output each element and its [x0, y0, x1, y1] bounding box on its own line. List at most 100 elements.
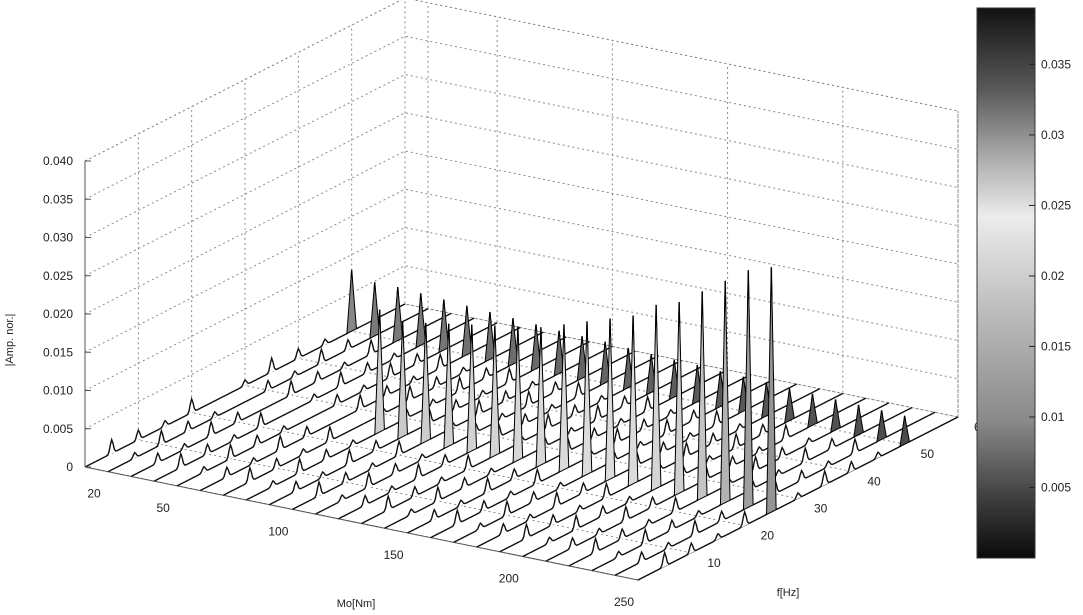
peak-mark	[830, 399, 841, 434]
x-tick-label: 150	[384, 548, 404, 562]
x-tick-label: 100	[268, 524, 288, 538]
x-tick-label: 20	[87, 487, 101, 501]
z-tick-label: 0.025	[43, 269, 73, 283]
spectrum-fill	[338, 324, 659, 519]
gridline-z	[84, 73, 959, 238]
colorbar-tick-label: 0.035	[1041, 57, 1071, 71]
y-axis-label: f[Hz]	[777, 587, 800, 599]
peak-mark	[742, 270, 754, 511]
peak-mark	[558, 324, 570, 473]
z-axis-label: |Amp. nor.|	[4, 314, 16, 367]
peak-mark	[346, 269, 357, 335]
gridline-z	[84, 265, 959, 430]
peak-mark	[627, 315, 639, 488]
spectrum-fill	[246, 309, 567, 500]
peak-mark	[876, 410, 887, 443]
peak-mark	[581, 321, 593, 478]
peak-mark	[535, 327, 547, 469]
peak-mark	[369, 282, 381, 340]
peak-mark	[392, 286, 404, 344]
peak-mark	[853, 404, 864, 439]
peak-mark	[415, 293, 427, 349]
spectrum-40	[153, 293, 475, 482]
peak-mark	[489, 325, 501, 459]
peak-mark	[461, 305, 473, 359]
z-tick-label: 0.030	[43, 231, 73, 245]
peak-mark	[512, 326, 524, 464]
spectrum-fill	[108, 282, 429, 472]
z-tick-label: 0.020	[43, 307, 73, 321]
y-tick-label: 20	[761, 529, 775, 543]
spectrum-220	[568, 291, 890, 567]
z-tick-label: 0.035	[43, 192, 73, 206]
y-tick-label: 30	[814, 502, 828, 516]
spectrum-line	[614, 270, 936, 576]
spectrum-50	[176, 299, 498, 487]
spectrum-60	[199, 305, 521, 492]
peak-mark	[807, 393, 818, 429]
y-tick-label: 50	[921, 447, 935, 461]
peak-mark	[484, 311, 496, 363]
chart-axes: 0 0.005 0.010 0.015 0.020 0.025 0.030 0.035 0.04…	[43, 154, 988, 609]
x-tick-label: 50	[156, 501, 170, 515]
peak-mark	[397, 321, 408, 441]
peak-mark	[696, 291, 708, 502]
peak-mark	[507, 318, 519, 368]
z-tick-label: 0	[66, 460, 73, 474]
colorbar-tick-label: 0.005	[1041, 480, 1071, 494]
gridline-x	[637, 111, 959, 581]
spectrum-fill	[614, 270, 935, 576]
y-tick-label: 10	[707, 556, 721, 570]
spectrum-fill	[200, 305, 521, 491]
colorbar-tick-label: 0.015	[1041, 339, 1071, 353]
spectrum-30	[130, 286, 452, 478]
chart-grid	[84, 0, 959, 581]
peak-mark	[673, 301, 685, 497]
top-edge	[84, 0, 959, 162]
peak-mark	[466, 324, 478, 455]
colorbar-tick-label: 0.01	[1041, 410, 1065, 424]
peak-mark	[576, 336, 588, 382]
x-tick-label: 200	[499, 571, 519, 585]
chart-plot-area	[84, 267, 959, 581]
colorbar-tick-label: 0.03	[1041, 128, 1065, 142]
x-axis-label: Mo[Nm]	[337, 598, 376, 610]
peak-mark	[374, 309, 385, 436]
peak-mark	[622, 347, 634, 391]
spectrum-110	[315, 323, 636, 515]
peak-mark	[599, 341, 611, 387]
gridline-z	[84, 112, 959, 277]
gridline-z	[84, 35, 959, 200]
peak-mark	[420, 322, 432, 445]
spectrum-250	[637, 267, 959, 581]
spectrum-240	[614, 270, 936, 576]
gridline-z	[84, 226, 959, 391]
z-tick-label: 0.040	[43, 154, 73, 168]
gridline-z	[84, 0, 959, 162]
spectrum-10	[84, 269, 406, 468]
gridline-z	[84, 188, 959, 353]
spectrum-fill	[407, 327, 728, 533]
peak-mark	[438, 299, 450, 354]
spectrum-20	[107, 282, 429, 473]
x-tick-label: 250	[614, 595, 634, 609]
peak-mark	[899, 415, 911, 448]
gridline-z	[84, 150, 959, 315]
z-tick-label: 0.005	[43, 422, 73, 436]
peak-mark	[784, 388, 795, 424]
spectrum-fill	[177, 299, 498, 486]
y-tick-label: 40	[867, 474, 881, 488]
z-tick-label: 0.015	[43, 345, 73, 359]
peak-mark	[604, 318, 616, 483]
colorbar-tick-label: 0.02	[1041, 269, 1065, 283]
colorbar-tick-label: 0.025	[1041, 198, 1071, 212]
peak-mark	[766, 267, 777, 516]
peak-mark	[719, 280, 731, 506]
spectrum-fill	[315, 323, 636, 515]
colorbar-gradient	[976, 7, 1036, 559]
z-tick-label: 0.010	[43, 384, 73, 398]
peak-mark	[553, 330, 565, 377]
peak-mark	[650, 304, 662, 492]
peak-mark	[530, 324, 542, 373]
